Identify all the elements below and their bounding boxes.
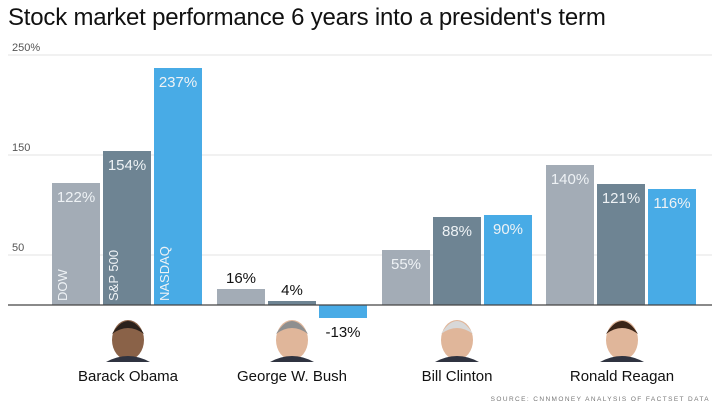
bar-value-label: 121% — [602, 190, 640, 207]
bar — [382, 250, 430, 305]
president-name-label: Bill Clinton — [422, 368, 493, 385]
president-name-label: Ronald Reagan — [570, 368, 674, 385]
bar — [52, 183, 100, 305]
president-name-label: Barack Obama — [78, 368, 179, 385]
bar-value-label: 122% — [57, 189, 95, 206]
bar — [648, 189, 696, 305]
president-name-label: George W. Bush — [237, 368, 347, 385]
bar — [154, 68, 202, 305]
y-tick-label: 50 — [12, 242, 24, 254]
bar-value-label: 4% — [281, 282, 303, 299]
bar-value-label: 88% — [442, 223, 472, 240]
bar — [319, 305, 367, 318]
bar-value-label: 55% — [391, 256, 421, 273]
bar — [268, 301, 316, 305]
bar — [546, 165, 594, 305]
bar-value-label: 116% — [653, 195, 690, 212]
obama-portrait-icon — [106, 320, 150, 362]
y-tick-label: 150 — [12, 142, 30, 154]
bar-value-label: 140% — [551, 171, 589, 188]
series-name-label: NASDAQ — [157, 246, 172, 301]
series-name-label: S&P 500 — [106, 250, 121, 301]
bar-value-label: 90% — [493, 221, 523, 238]
chart-title: Stock market performance 6 years into a … — [8, 4, 606, 31]
reagan-portrait-icon — [600, 320, 644, 362]
bar — [597, 184, 645, 305]
bar — [217, 289, 265, 305]
bar-value-label: 154% — [108, 157, 146, 174]
bar — [484, 215, 532, 305]
bar-value-label: 237% — [159, 74, 197, 91]
series-name-label: DOW — [55, 269, 70, 302]
bar — [103, 151, 151, 305]
bar — [433, 217, 481, 305]
clinton-portrait-icon — [435, 320, 479, 362]
bar-value-label: 16% — [226, 270, 256, 287]
bar-value-label: -13% — [325, 324, 360, 341]
y-tick-label: 250% — [12, 42, 40, 54]
source-note: SOURCE: CNNMONEY ANALYSIS OF FACTSET DAT… — [490, 396, 710, 403]
bush-portrait-icon — [270, 320, 314, 362]
